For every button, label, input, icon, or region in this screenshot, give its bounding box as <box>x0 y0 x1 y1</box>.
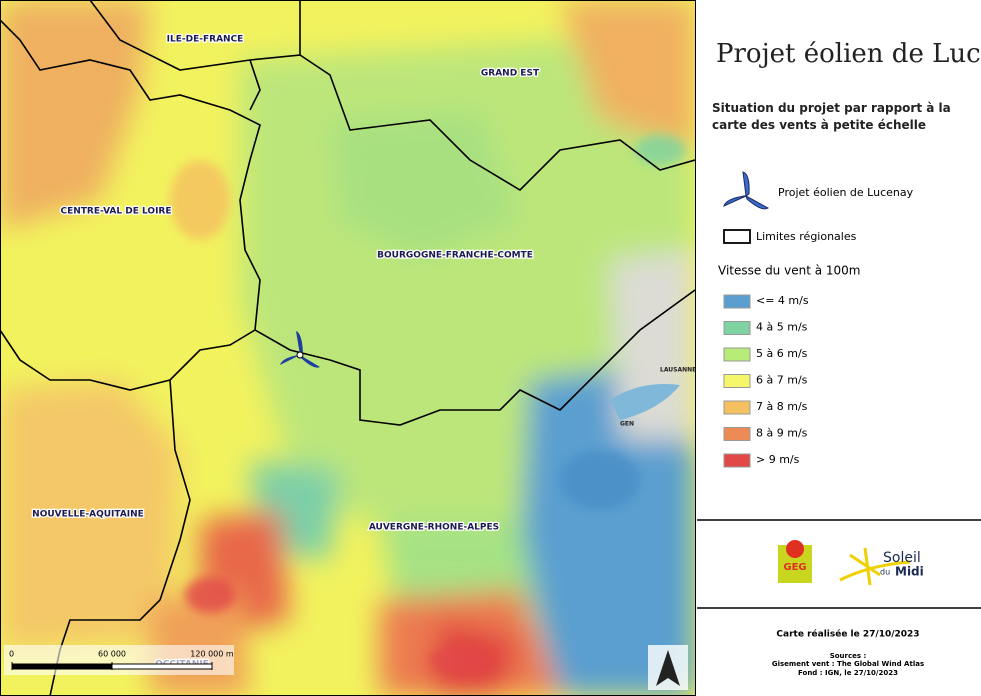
logo-soleil: Soleil du Midi <box>839 547 924 586</box>
map-date: Carte réalisée le 27/10/2023 <box>776 629 919 640</box>
region-label: BOURGOGNE-FRANCHE-COMTE <box>377 251 533 261</box>
legend-swatch <box>723 427 751 441</box>
legend-swatch <box>723 400 751 415</box>
legend-swatch <box>723 374 751 388</box>
sources: Fond : IGN, le 27/10/2023 <box>798 669 898 677</box>
sources: Gisement vent : The Global Wind Atlas <box>772 660 924 668</box>
legend-swatch <box>723 453 751 468</box>
legend-label: > 9 m/s <box>756 453 800 466</box>
sources: Sources : <box>830 652 867 660</box>
legend-limit-symbol <box>723 229 751 244</box>
scale-label: 0 <box>9 650 14 659</box>
wind-map: ILE-DE-FRANCE GRAND EST CENTRE-VAL DE LOIR… <box>0 0 696 696</box>
region-label: CENTRE-VAL DE LOIRE <box>60 207 171 217</box>
logo-text: Midi <box>895 565 924 579</box>
legend-project-icon <box>723 171 769 210</box>
region-label: NOUVELLE-AQUITAINE <box>32 510 144 520</box>
north-arrow <box>648 645 688 690</box>
scale-segment <box>11 663 113 670</box>
legend-swatch <box>723 347 751 362</box>
panel-subtitle-box: Situation du projet par rapport à la car… <box>712 101 951 132</box>
city-label: LAUSANNE <box>660 367 696 374</box>
regional-borders <box>0 0 695 696</box>
legend-swatch <box>723 294 751 309</box>
city-label: GEN <box>620 421 634 428</box>
legend-label: 7 à 8 m/s <box>756 400 808 413</box>
logo-text: du <box>880 568 890 577</box>
logo-text: GEG <box>783 562 806 573</box>
lake <box>610 384 680 420</box>
legend-label: Limites régionales <box>756 230 857 243</box>
logo-text: Soleil <box>883 550 921 566</box>
scale-label: 120 000 m <box>190 650 234 659</box>
legend-title: Vitesse du vent à 100m <box>718 264 860 278</box>
legend-label: <= 4 m/s <box>756 294 809 307</box>
scale-bar: 0 60 000 120 000 m <box>4 645 234 675</box>
legend-label: 6 à 7 m/s <box>756 374 808 387</box>
legend-label: 8 à 9 m/s <box>756 427 808 440</box>
logo-geg: GEG <box>778 540 812 583</box>
legend-swatch <box>723 321 751 335</box>
project-marker <box>280 331 320 368</box>
region-label: GRAND EST <box>481 69 540 79</box>
panel-title: Projet éolien de Lucenay <box>716 39 981 69</box>
legend-label: 5 à 6 m/s <box>756 347 808 360</box>
scale-segment <box>111 663 213 670</box>
legend-label: 4 à 5 m/s <box>756 321 808 334</box>
region-label: AUVERGNE-RHONE-ALPES <box>369 523 499 533</box>
panel-subtitle: Situation du projet par rapport à la car… <box>712 101 951 132</box>
scale-bg <box>4 645 234 675</box>
scale-label: 60 000 <box>98 650 126 659</box>
region-label: ILE-DE-FRANCE <box>167 35 244 45</box>
legend-label: Projet éolien de Lucenay <box>778 186 914 199</box>
